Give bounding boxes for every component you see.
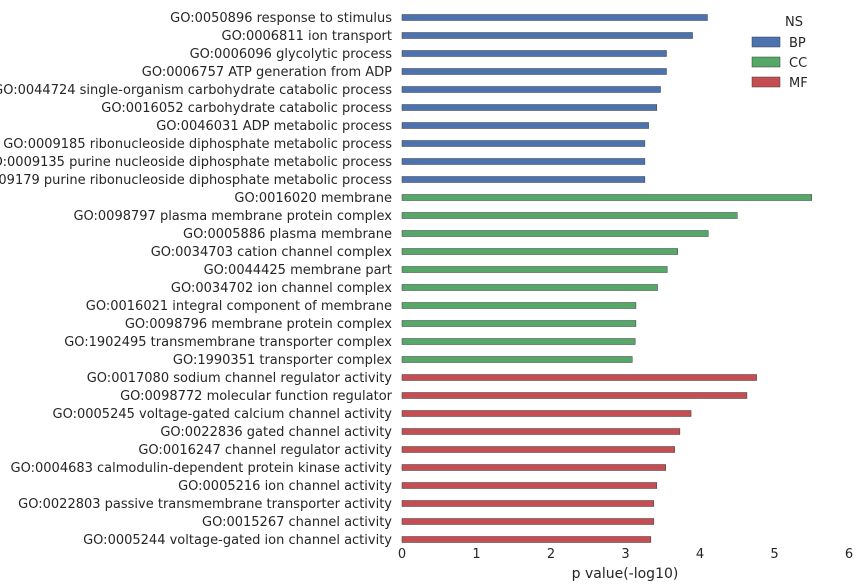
category-label: GO:0006757 ATP generation from ADP: [142, 65, 392, 80]
x-tick-label: 5: [770, 547, 778, 562]
category-label: GO:0016052 carbohydrate catabolic proces…: [101, 101, 392, 116]
bar-bp-2: [401, 32, 693, 39]
category-label: GO:0005245 voltage-gated calcium channel…: [53, 407, 393, 422]
bar-cc-17: [401, 302, 637, 309]
category-label: GO:0017080 sodium channel regulator acti…: [87, 371, 393, 386]
bar-bp-7: [401, 122, 649, 129]
category-label: GO:0006096 glycolytic process: [190, 47, 393, 62]
bar-cc-15: [401, 266, 668, 273]
bar-mf-24: [401, 428, 681, 435]
x-tick-label: 4: [696, 547, 704, 562]
bar-cc-14: [401, 248, 678, 255]
category-label: GO:1990351 transporter complex: [173, 353, 392, 368]
bar-cc-20: [401, 356, 633, 363]
category-label: GO:0006811 ion transport: [222, 29, 393, 44]
category-label: GO:0005216 ion channel activity: [178, 479, 392, 494]
legend-swatch-mf: [751, 76, 781, 88]
category-label: GO:0005244 voltage-gated ion channel act…: [83, 533, 392, 548]
bar-bp-6: [401, 104, 658, 111]
category-label: GO:1902495 transmembrane transporter com…: [64, 335, 392, 350]
bar-bp-5: [401, 86, 661, 93]
bar-cc-16: [401, 284, 658, 291]
category-label: GO:0098772 molecular function regulator: [120, 389, 393, 404]
category-label: GO:0016021 integral component of membran…: [86, 299, 392, 314]
bar-bp-4: [401, 68, 667, 75]
category-label: GO:0009135 purine nucleoside diphosphate…: [0, 155, 392, 170]
category-label: GO:0015267 channel activity: [202, 515, 392, 530]
category-label: GO:0034702 ion channel complex: [171, 281, 392, 296]
bar-mf-27: [401, 482, 658, 489]
bar-mf-25: [401, 446, 675, 453]
bar-mf-26: [401, 464, 666, 471]
category-label: GO:0016247 channel regulator activity: [138, 443, 392, 458]
x-tick-label: 1: [472, 547, 480, 562]
bar-cc-19: [401, 338, 636, 345]
category-label: GO:0009179 purine ribonucleoside diphosp…: [0, 173, 392, 188]
bar-cc-18: [401, 320, 637, 327]
bar-cc-13: [401, 230, 709, 237]
bar-bp-3: [401, 50, 667, 57]
category-label: GO:0009185 ribonucleoside diphosphate me…: [3, 137, 392, 152]
category-label: GO:0016020 membrane: [234, 191, 392, 206]
bar-bp-1: [401, 14, 708, 21]
x-tick-label: 6: [845, 547, 853, 562]
bar-bp-8: [401, 140, 646, 147]
bar-mf-28: [401, 500, 655, 507]
category-label: GO:0098797 plasma membrane protein compl…: [73, 209, 392, 224]
bar-mf-30: [401, 536, 652, 543]
x-tick-label: 3: [621, 547, 629, 562]
legend-swatch-cc: [751, 56, 781, 68]
legend-label-bp: BP: [789, 36, 806, 51]
x-tick-label: 0: [398, 547, 406, 562]
bar-cc-11: [401, 194, 812, 201]
bar-mf-21: [401, 374, 757, 381]
category-label: GO:0022836 gated channel activity: [160, 425, 392, 440]
x-axis-title: p value(-log10): [572, 566, 679, 582]
category-label: GO:0044425 membrane part: [204, 263, 392, 278]
category-label: GO:0004683 calmodulin-dependent protein …: [11, 461, 393, 476]
bar-bp-9: [401, 158, 646, 165]
x-tick-label: 2: [547, 547, 555, 562]
category-label: GO:0022803 passive transmembrane transpo…: [18, 497, 392, 512]
category-label: GO:0044724 single-organism carbohydrate …: [0, 83, 392, 98]
bar-mf-22: [401, 392, 748, 399]
category-label: GO:0034703 cation channel complex: [151, 245, 393, 260]
category-label: GO:0050896 response to stimulus: [170, 11, 392, 26]
legend-title: NS: [785, 15, 803, 30]
legend: NS BP CC MF: [751, 15, 808, 91]
legend-label-cc: CC: [789, 56, 807, 71]
bar-mf-29: [401, 518, 655, 525]
legend-label-mf: MF: [789, 76, 808, 91]
category-label: GO:0046031 ADP metabolic process: [156, 119, 392, 134]
category-label: GO:0098796 membrane protein complex: [125, 317, 392, 332]
bar-bp-10: [401, 176, 646, 183]
bar-cc-12: [401, 212, 738, 219]
category-label: GO:0005886 plasma membrane: [183, 227, 392, 242]
legend-swatch-bp: [751, 36, 781, 48]
bar-mf-23: [401, 410, 692, 417]
